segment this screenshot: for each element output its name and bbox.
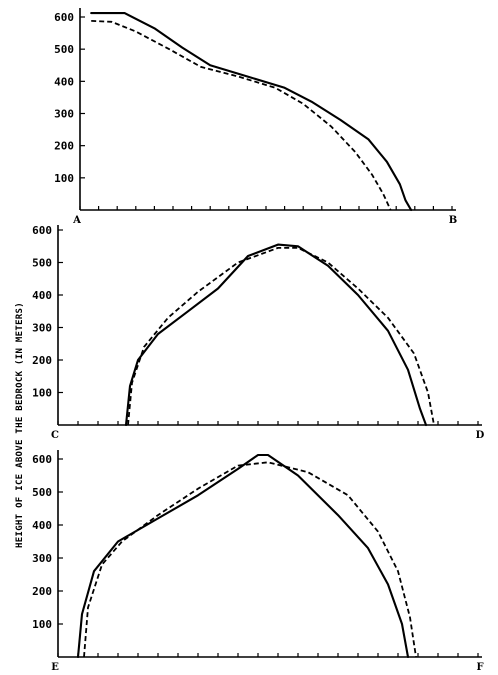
- y-tick-label: 400: [32, 519, 52, 532]
- y-tick-label: 500: [32, 486, 52, 499]
- profile-start-label: A: [72, 215, 81, 226]
- y-tick-label: 600: [32, 453, 52, 466]
- y-tick-label: 100: [32, 618, 52, 631]
- y-tick-label: 300: [32, 322, 52, 335]
- y-tick-label: 300: [54, 108, 74, 121]
- profile-end-label: F: [476, 662, 483, 673]
- y-tick-label: 200: [32, 354, 52, 367]
- y-axis-label: HEIGHT OF ICE ABOVE THE BEDROCK (IN METE…: [15, 302, 25, 548]
- y-tick-label: 500: [32, 257, 52, 270]
- profile-end-label: B: [449, 215, 457, 226]
- panel-profile-a-b: 100 200 300 400 500 600 A B: [54, 8, 457, 226]
- panel-profile-c-d: 100 200 300 400 500 600 C D: [32, 224, 485, 441]
- profile-start-label: E: [51, 662, 59, 673]
- y-tick-label: 400: [54, 75, 74, 88]
- y-tick-label: 200: [32, 585, 52, 598]
- y-tick-label: 600: [32, 224, 52, 237]
- profile-start-label: C: [51, 430, 59, 441]
- y-tick-label: 100: [32, 387, 52, 400]
- y-tick-label: 400: [32, 289, 52, 302]
- profile-end-label: D: [476, 430, 485, 441]
- dashed-profile-line: [127, 247, 435, 426]
- y-tick-label: 200: [54, 140, 74, 153]
- y-tick-label: 500: [54, 43, 74, 56]
- y-tick-label: 300: [32, 552, 52, 565]
- y-tick-label: 600: [54, 11, 74, 24]
- solid-profile-line: [124, 243, 428, 427]
- solid-profile-line: [76, 453, 410, 659]
- dashed-profile-line: [83, 461, 417, 658]
- panel-profile-e-f: 100 200 300 400 500 600 E F: [32, 450, 484, 673]
- solid-profile-line: [90, 12, 413, 212]
- y-tick-label: 100: [54, 172, 74, 185]
- dashed-profile-line: [91, 20, 392, 211]
